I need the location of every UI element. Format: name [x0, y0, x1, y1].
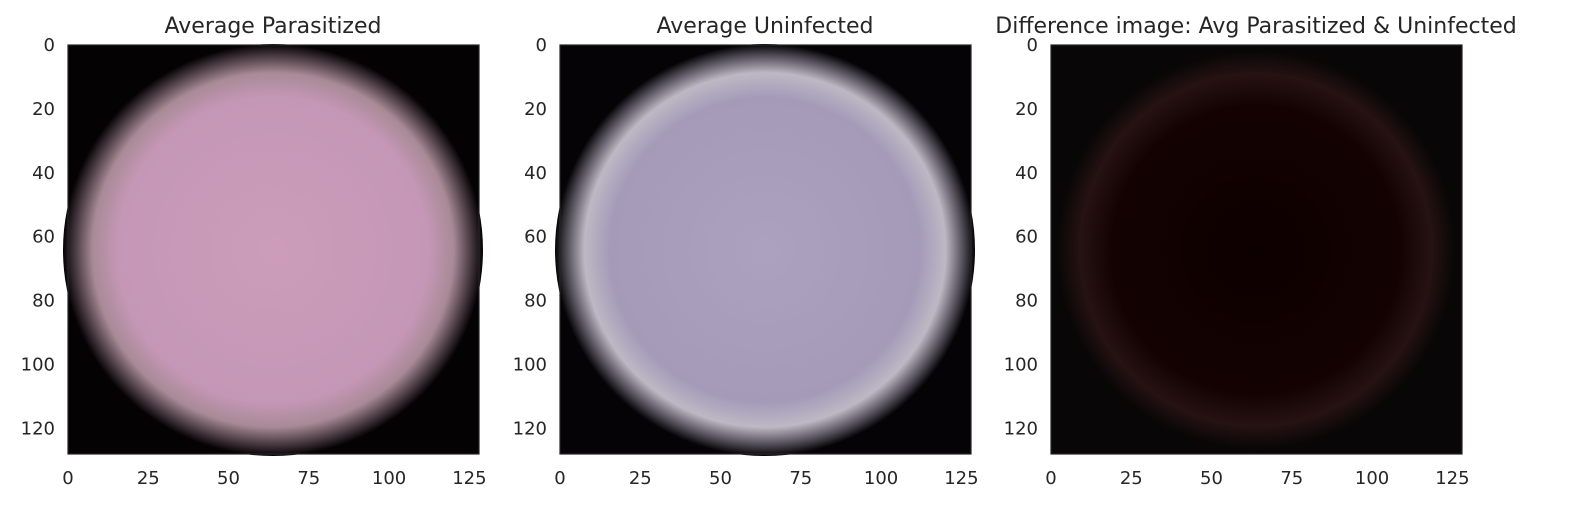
y-tick-label: 80	[1015, 291, 1038, 312]
plot-area	[555, 44, 975, 456]
y-tick-label: 120	[21, 418, 55, 439]
x-tick-label: 0	[62, 468, 73, 489]
x-tick-label: 125	[1435, 468, 1469, 489]
y-tick-label: 60	[1015, 227, 1038, 248]
panel-average-parasitized: Average Parasitized 0 25 50 75 100 125 0 20 40 6…	[21, 14, 487, 489]
panel-difference-image: Difference image: Avg Parasitized & Unin…	[995, 14, 1516, 489]
y-tick-labels: 0 20 40 60 80 100 120	[21, 35, 55, 439]
plot-area	[1050, 44, 1463, 455]
x-tick-labels: 0 25 50 75 100 125	[62, 468, 486, 489]
y-tick-label: 80	[524, 291, 547, 312]
y-tick-label: 100	[1004, 355, 1038, 376]
x-tick-label: 25	[629, 468, 652, 489]
x-tick-label: 75	[297, 468, 320, 489]
average-cell-image	[555, 44, 975, 456]
x-tick-label: 50	[217, 468, 240, 489]
y-tick-label: 100	[21, 355, 55, 376]
average-cell-image	[63, 44, 483, 456]
x-tick-label: 25	[1120, 468, 1143, 489]
x-tick-label: 75	[789, 468, 812, 489]
y-tick-label: 40	[32, 163, 55, 184]
y-tick-label: 120	[513, 418, 547, 439]
x-tick-label: 125	[452, 468, 486, 489]
x-tick-label: 25	[137, 468, 160, 489]
y-tick-label: 40	[524, 163, 547, 184]
panel-average-uninfected: Average Uninfected 0 25 50 75 100 125 0 20 40 60…	[513, 14, 979, 489]
difference-cell-image	[1056, 50, 1456, 450]
y-tick-label: 0	[1027, 35, 1038, 56]
y-tick-label: 120	[1004, 418, 1038, 439]
x-tick-label: 100	[372, 468, 406, 489]
x-tick-label: 100	[864, 468, 898, 489]
x-tick-label: 50	[709, 468, 732, 489]
plot-frame	[1050, 44, 1463, 455]
y-tick-labels: 0 20 40 60 80 100 120	[1004, 35, 1038, 439]
y-tick-label: 20	[1015, 99, 1038, 120]
y-tick-label: 100	[513, 355, 547, 376]
y-tick-label: 80	[32, 291, 55, 312]
y-tick-label: 40	[1015, 163, 1038, 184]
y-tick-label: 60	[32, 227, 55, 248]
x-tick-label: 100	[1355, 468, 1389, 489]
panel-title: Difference image: Avg Parasitized & Unin…	[995, 14, 1516, 39]
x-tick-label: 0	[1045, 468, 1056, 489]
panel-title: Average Uninfected	[657, 14, 874, 39]
x-tick-label: 0	[554, 468, 565, 489]
x-tick-label: 75	[1280, 468, 1303, 489]
y-tick-label: 20	[32, 99, 55, 120]
x-tick-labels: 0 25 50 75 100 125	[554, 468, 978, 489]
y-tick-label: 0	[536, 35, 547, 56]
plot-frame	[67, 44, 480, 455]
panel-title: Average Parasitized	[165, 14, 382, 39]
x-tick-label: 125	[944, 468, 978, 489]
plot-area	[63, 44, 483, 456]
y-tick-label: 0	[44, 35, 55, 56]
plot-frame	[559, 44, 972, 455]
x-tick-label: 50	[1200, 468, 1223, 489]
y-tick-labels: 0 20 40 60 80 100 120	[513, 35, 547, 439]
y-tick-label: 20	[524, 99, 547, 120]
y-tick-label: 60	[524, 227, 547, 248]
x-tick-labels: 0 25 50 75 100 125	[1045, 468, 1469, 489]
